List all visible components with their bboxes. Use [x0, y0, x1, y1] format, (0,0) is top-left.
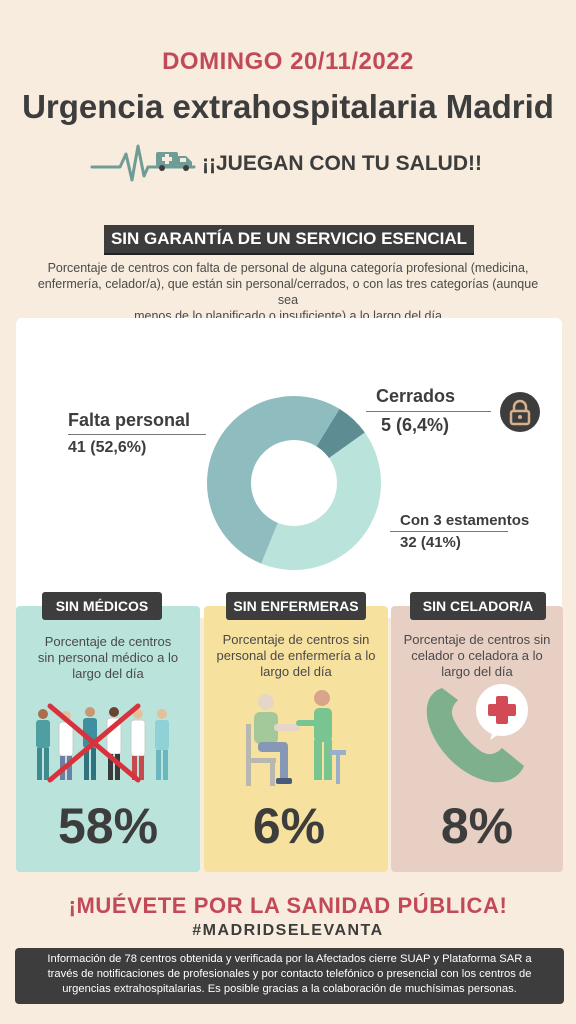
donut-chart — [207, 396, 382, 571]
card-badge-sin-celador: SIN CELADOR/A — [410, 592, 546, 620]
slice-label-cerrados: Cerrados — [376, 386, 456, 406]
card-badge-sin-medicos: SIN MÉDICOS — [42, 592, 162, 620]
tagline-row: ¡¡JUEGAN CON TU SALUD!! — [90, 140, 510, 190]
description-line: enfermería, celador/a), que están sin pe… — [37, 277, 539, 307]
card-text-line: personal de enfermería a lo — [216, 648, 376, 663]
footer-line: urgencias extrahospitalarias. Es posible… — [62, 983, 517, 995]
card-text-sin-enfermeras: Porcentaje de centros sin personal de en… — [204, 632, 388, 680]
card-text-line: celador o celadora a lo — [411, 648, 543, 663]
call-to-action: ¡MUÉVETE POR LA SANIDAD PÚBLICA! — [68, 893, 508, 918]
card-badge-sin-enfermeras: SIN ENFERMERAS — [226, 592, 366, 620]
tagline: ¡¡JUEGAN CON TU SALUD!! — [202, 152, 482, 175]
card-text-line: largo del día — [260, 664, 332, 679]
card-text-sin-medicos: Porcentaje de centros sin personal médic… — [16, 634, 200, 682]
leader-line — [366, 411, 491, 412]
card-sin-enfermeras — [204, 606, 388, 872]
slice-value-cerrados: 5 (6,4%) — [381, 415, 450, 435]
card-text-line: Porcentaje de centros — [44, 634, 172, 649]
donut-chart-card: Falta personal 41 (52,6%) Cerrados 5 (6,… — [16, 318, 562, 618]
page-title: Urgencia extrahospitalaria Madrid — [22, 88, 554, 125]
donut-hole — [251, 440, 337, 526]
leader-line — [390, 531, 508, 532]
description-line: Porcentaje de centros con falta de perso… — [47, 261, 529, 275]
card-percent-sin-medicos: 58% — [57, 798, 159, 854]
doctors-crossed-out-icon — [36, 703, 169, 783]
heartbeat-ambulance-icon — [90, 144, 196, 182]
footer-line: través de notificaciones de profesionale… — [47, 968, 532, 980]
card-text-line: sin personal médico a lo — [37, 650, 179, 665]
card-text-line: largo del día — [441, 664, 513, 679]
card-percent-sin-enfermeras: 6% — [252, 798, 326, 854]
card-text-line: largo del día — [72, 666, 144, 681]
phone-medical-icon — [426, 684, 528, 783]
slice-label-falta-personal: Falta personal — [68, 410, 191, 430]
slice-label-con-3-estamentos: Con 3 estamentos — [400, 512, 530, 529]
card-text-line: Porcentaje de centros sin — [403, 632, 551, 647]
section-description: Porcentaje de centros con falta de perso… — [28, 260, 548, 324]
leader-line — [68, 434, 206, 435]
hashtag: #MADRIDSELEVANTA — [192, 922, 384, 939]
slice-value-falta-personal: 41 (52,6%) — [68, 439, 147, 456]
card-text-sin-celador: Porcentaje de centros sin celador o cela… — [391, 632, 563, 680]
lock-icon — [500, 392, 540, 432]
footer-note: Información de 78 centros obtenida y ver… — [15, 948, 564, 1004]
card-sin-celador — [391, 606, 563, 872]
nurse-with-patient-icon — [246, 690, 346, 786]
footer-line: Información de 78 centros obtenida y ver… — [47, 953, 532, 965]
section-badge: SIN GARANTÍA DE UN SERVICIO ESENCIAL — [104, 225, 474, 253]
slice-value-con-3-estamentos: 32 (41%) — [400, 534, 461, 551]
card-text-line: Porcentaje de centros sin — [222, 632, 370, 647]
date-heading: DOMINGO 20/11/2022 — [162, 48, 414, 75]
card-percent-sin-celador: 8% — [440, 798, 514, 854]
